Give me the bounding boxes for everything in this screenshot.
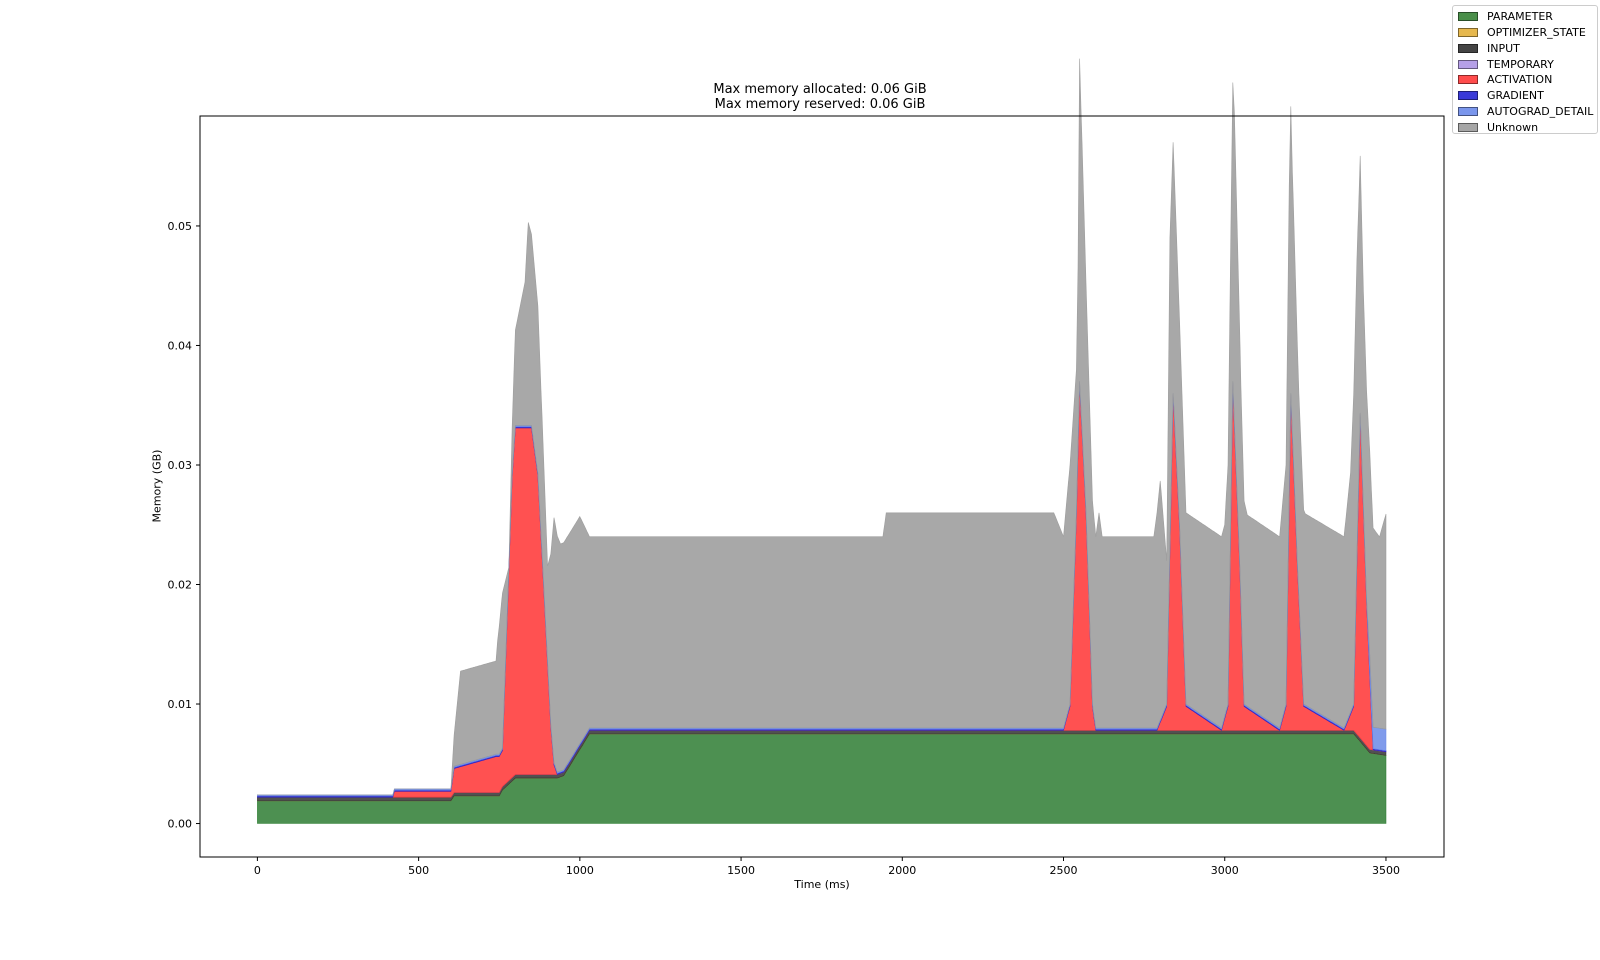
chart-title-allocated: Max memory allocated: 0.06 GiB	[713, 82, 927, 97]
legend-swatch-parameter	[1458, 11, 1478, 21]
y-tick-label: 0.05	[168, 220, 193, 233]
legend-swatch-optimizer-state	[1458, 27, 1478, 37]
area-parameter	[257, 733, 1387, 824]
legend-item-input: INPUT	[1458, 41, 1520, 55]
legend-label: Unknown	[1487, 120, 1539, 134]
axes-frame	[199, 115, 1445, 858]
legend-swatch-activation	[1458, 74, 1478, 84]
x-tick-label: 3500	[1372, 864, 1400, 877]
y-tick-label: 0.03	[168, 459, 193, 472]
legend: PARAMETER OPTIMIZER_STATE INPUT TEMPORAR…	[1452, 5, 1598, 134]
legend-swatch-gradient	[1458, 90, 1478, 100]
x-tick-label: 500	[408, 864, 429, 877]
legend-label: TEMPORARY	[1487, 57, 1554, 71]
y-tick-label: 0.02	[168, 579, 193, 592]
y-axis-label: Memory (GB)	[150, 449, 164, 523]
legend-swatch-unknown	[1458, 122, 1478, 132]
area-unknown	[257, 58, 1387, 796]
y-tick-label: 0.01	[168, 698, 193, 711]
legend-item-parameter: PARAMETER	[1458, 9, 1553, 23]
legend-label: PARAMETER	[1487, 9, 1553, 23]
x-axis-label: Time (ms)	[794, 878, 850, 891]
legend-swatch-input	[1458, 43, 1478, 53]
x-tick-label: 2000	[888, 864, 916, 877]
legend-item-autograd-detail: AUTOGRAD_DETAIL	[1458, 104, 1593, 118]
x-tick-label: 3000	[1211, 864, 1239, 877]
chart-title-reserved: Max memory reserved: 0.06 GiB	[714, 97, 926, 112]
legend-item-unknown: Unknown	[1458, 120, 1538, 134]
legend-label: GRADIENT	[1487, 88, 1544, 102]
legend-label: INPUT	[1487, 41, 1520, 55]
x-tick-label: 1000	[566, 864, 594, 877]
legend-label: ACTIVATION	[1487, 72, 1553, 86]
legend-item-temporary: TEMPORARY	[1458, 57, 1554, 71]
y-tick-label: 0.04	[168, 339, 193, 352]
legend-item-optimizer-state: OPTIMIZER_STATE	[1458, 25, 1586, 39]
y-tick-label: 0.00	[168, 818, 193, 831]
legend-item-gradient: GRADIENT	[1458, 88, 1544, 102]
legend-swatch-temporary	[1458, 59, 1478, 69]
legend-item-activation: ACTIVATION	[1458, 72, 1552, 86]
legend-label: AUTOGRAD_DETAIL	[1487, 104, 1594, 118]
legend-swatch-autograd-detail	[1458, 106, 1478, 116]
legend-label: OPTIMIZER_STATE	[1487, 25, 1586, 39]
x-tick-label: 0	[254, 864, 261, 877]
x-tick-label: 1500	[727, 864, 755, 877]
x-tick-label: 2500	[1050, 864, 1078, 877]
